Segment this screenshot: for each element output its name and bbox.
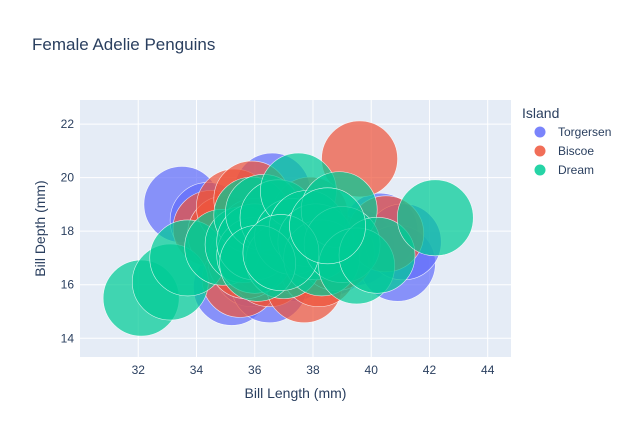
chart-title: Female Adelie Penguins bbox=[32, 35, 215, 54]
y-tick-labels: 14 16 18 20 22 bbox=[61, 117, 75, 345]
y-axis-label: Bill Depth (mm) bbox=[32, 180, 48, 276]
x-tick-label: 42 bbox=[423, 363, 437, 377]
legend-label-dream[interactable]: Dream bbox=[558, 163, 594, 177]
legend[interactable]: Island Torgersen Biscoe Dream bbox=[522, 105, 611, 177]
x-tick-label: 36 bbox=[248, 363, 262, 377]
y-tick-label: 22 bbox=[61, 117, 75, 131]
legend-marker-dream[interactable] bbox=[534, 164, 546, 176]
data-points bbox=[102, 120, 474, 337]
legend-label-biscoe[interactable]: Biscoe bbox=[558, 144, 594, 158]
x-tick-labels: 32 34 36 38 40 42 44 bbox=[132, 363, 495, 377]
y-tick-label: 20 bbox=[61, 171, 75, 185]
y-tick-label: 16 bbox=[61, 278, 75, 292]
x-tick-label: 38 bbox=[306, 363, 320, 377]
x-tick-label: 44 bbox=[481, 363, 495, 377]
x-tick-label: 32 bbox=[132, 363, 146, 377]
y-tick-label: 18 bbox=[61, 224, 75, 238]
legend-marker-torgersen[interactable] bbox=[534, 126, 546, 138]
legend-title: Island bbox=[522, 105, 559, 121]
legend-marker-biscoe[interactable] bbox=[534, 145, 546, 157]
x-tick-label: 34 bbox=[190, 363, 204, 377]
y-tick-label: 14 bbox=[61, 331, 75, 345]
legend-label-torgersen[interactable]: Torgersen bbox=[558, 125, 611, 139]
data-point-dream[interactable] bbox=[289, 187, 366, 265]
x-axis-label: Bill Length (mm) bbox=[245, 385, 347, 401]
data-point-dream[interactable] bbox=[396, 179, 474, 257]
x-tick-label: 40 bbox=[365, 363, 379, 377]
